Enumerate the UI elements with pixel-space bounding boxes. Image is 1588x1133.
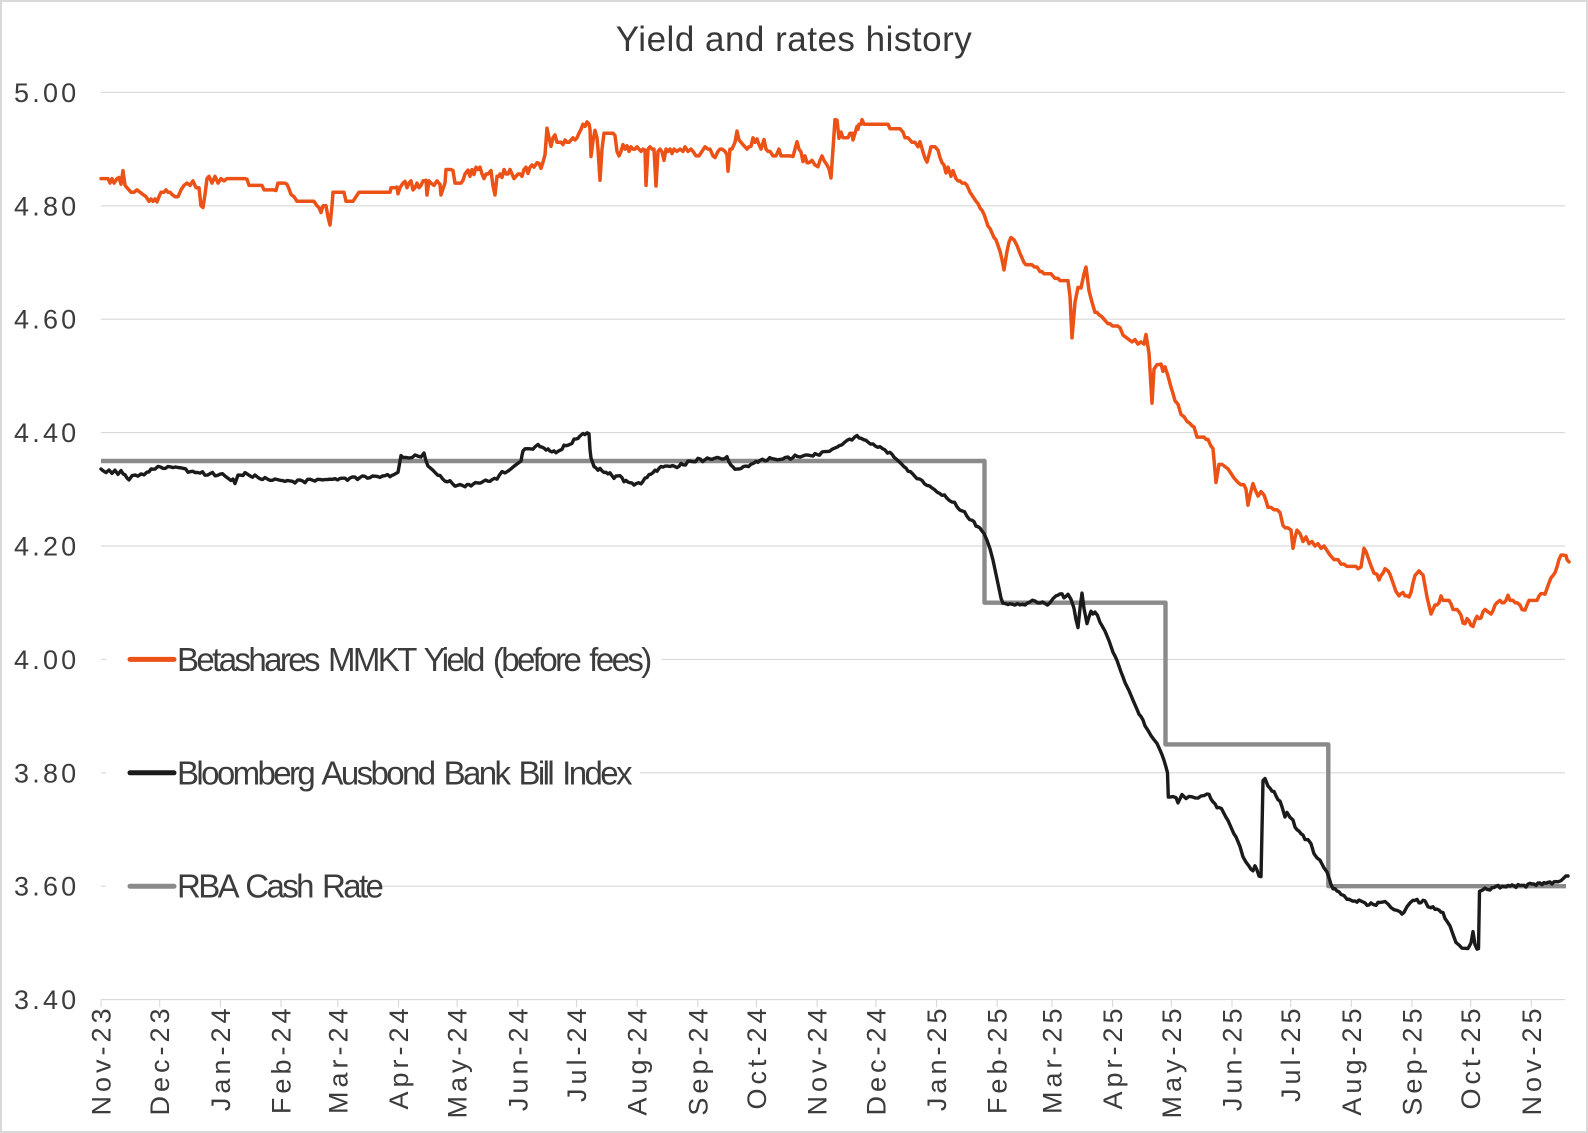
svg-text:Sep-25: Sep-25 (1398, 1005, 1428, 1116)
svg-text:RBA Cash Rate: RBA Cash Rate (177, 868, 383, 905)
svg-text:3.60: 3.60 (14, 872, 79, 902)
svg-text:Feb-25: Feb-25 (983, 1005, 1013, 1115)
svg-text:Dec-23: Dec-23 (145, 1005, 175, 1116)
svg-text:May-25: May-25 (1157, 1005, 1187, 1119)
svg-text:4.40: 4.40 (14, 418, 79, 448)
svg-text:4.80: 4.80 (14, 191, 79, 221)
svg-text:Mar-24: Mar-24 (323, 1005, 353, 1115)
svg-text:Aug-24: Aug-24 (623, 1005, 653, 1116)
svg-text:Feb-24: Feb-24 (267, 1005, 297, 1115)
svg-text:Sep-24: Sep-24 (683, 1005, 713, 1116)
svg-text:Jan-25: Jan-25 (922, 1005, 952, 1112)
svg-text:Bloomberg Ausbond Bank Bill In: Bloomberg Ausbond Bank Bill Index (177, 754, 633, 791)
svg-text:4.00: 4.00 (14, 645, 79, 675)
svg-text:Jul-24: Jul-24 (562, 1005, 592, 1103)
svg-text:Nov-24: Nov-24 (803, 1005, 833, 1116)
svg-text:May-24: May-24 (443, 1005, 473, 1119)
svg-text:Oct-24: Oct-24 (742, 1005, 772, 1110)
svg-text:4.20: 4.20 (14, 532, 79, 562)
svg-text:3.80: 3.80 (14, 758, 79, 788)
svg-text:Apr-24: Apr-24 (384, 1005, 414, 1110)
svg-text:Oct-25: Oct-25 (1456, 1005, 1486, 1110)
svg-text:Betashares MMKT Yield (before: Betashares MMKT Yield (before fees) (177, 641, 650, 678)
svg-text:Jul-25: Jul-25 (1276, 1005, 1306, 1103)
svg-text:Nov-23: Nov-23 (87, 1005, 117, 1116)
svg-text:5.00: 5.00 (14, 78, 79, 108)
svg-text:Jun-25: Jun-25 (1218, 1005, 1248, 1112)
svg-text:Aug-25: Aug-25 (1337, 1005, 1367, 1116)
svg-text:Nov-25: Nov-25 (1517, 1005, 1547, 1116)
svg-text:Apr-25: Apr-25 (1098, 1005, 1128, 1110)
svg-text:Jun-24: Jun-24 (503, 1005, 533, 1112)
svg-text:Mar-25: Mar-25 (1038, 1005, 1068, 1115)
svg-text:Jan-24: Jan-24 (206, 1005, 236, 1112)
svg-text:3.40: 3.40 (14, 985, 79, 1015)
svg-text:Yield and rates history: Yield and rates history (616, 20, 973, 59)
svg-text:Dec-24: Dec-24 (861, 1005, 891, 1116)
svg-text:4.60: 4.60 (14, 305, 79, 335)
